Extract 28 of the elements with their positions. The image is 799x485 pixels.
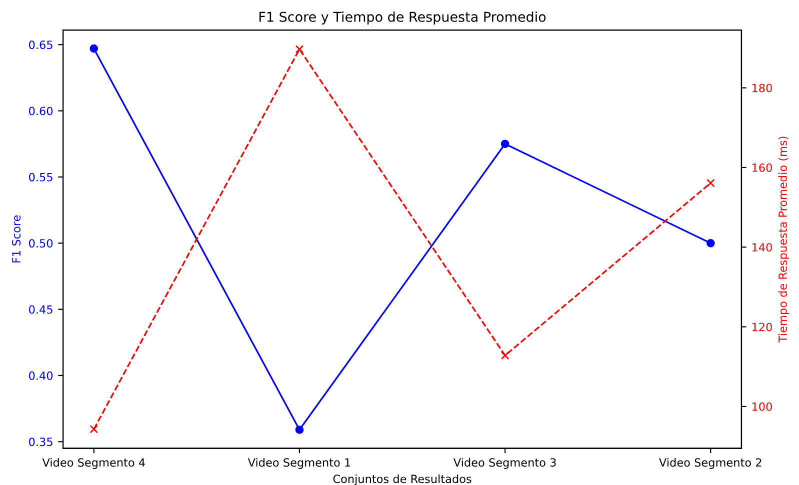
point	[90, 425, 98, 434]
y-tick-label: 0.40	[29, 371, 53, 380]
point	[90, 44, 98, 53]
x-tick-label: Video Segmento 2	[659, 458, 762, 469]
y-axis-title: F1 Score	[12, 215, 21, 262]
x-tick-label: Video Segmento 4	[42, 458, 145, 469]
y-tick-label: 0.60	[29, 106, 53, 116]
point	[295, 426, 304, 434]
point	[500, 140, 510, 148]
y-tick-label: 0.65	[29, 40, 52, 50]
y-tick-label: 0.35	[29, 438, 52, 446]
x-tick-label: Video Segmento 3	[453, 458, 556, 469]
y2-axis-title: Tiempo de Respuesta Promedio (ms)	[778, 136, 790, 343]
point	[500, 351, 510, 360]
y2-tick-label: 120	[752, 322, 772, 332]
point	[295, 45, 304, 54]
chart-title: F1 Score y Tiempo de Respuesta Promedio	[259, 11, 546, 25]
y2-tick-label: 100	[752, 402, 772, 411]
x-tick-label: Video Segmento 1	[248, 458, 350, 469]
y-tick-label: 0.50	[29, 239, 53, 248]
point	[706, 178, 715, 188]
y2-tick-label: 140	[752, 243, 772, 252]
y2-tick-label: 180	[752, 84, 772, 92]
y-tick-label: 0.55	[29, 172, 52, 182]
y-tick-label: 0.45	[29, 305, 52, 314]
y2-tick-label: 160	[752, 163, 772, 172]
x-axis-title: Conjuntos de Resultados	[333, 474, 472, 485]
point	[706, 238, 715, 248]
